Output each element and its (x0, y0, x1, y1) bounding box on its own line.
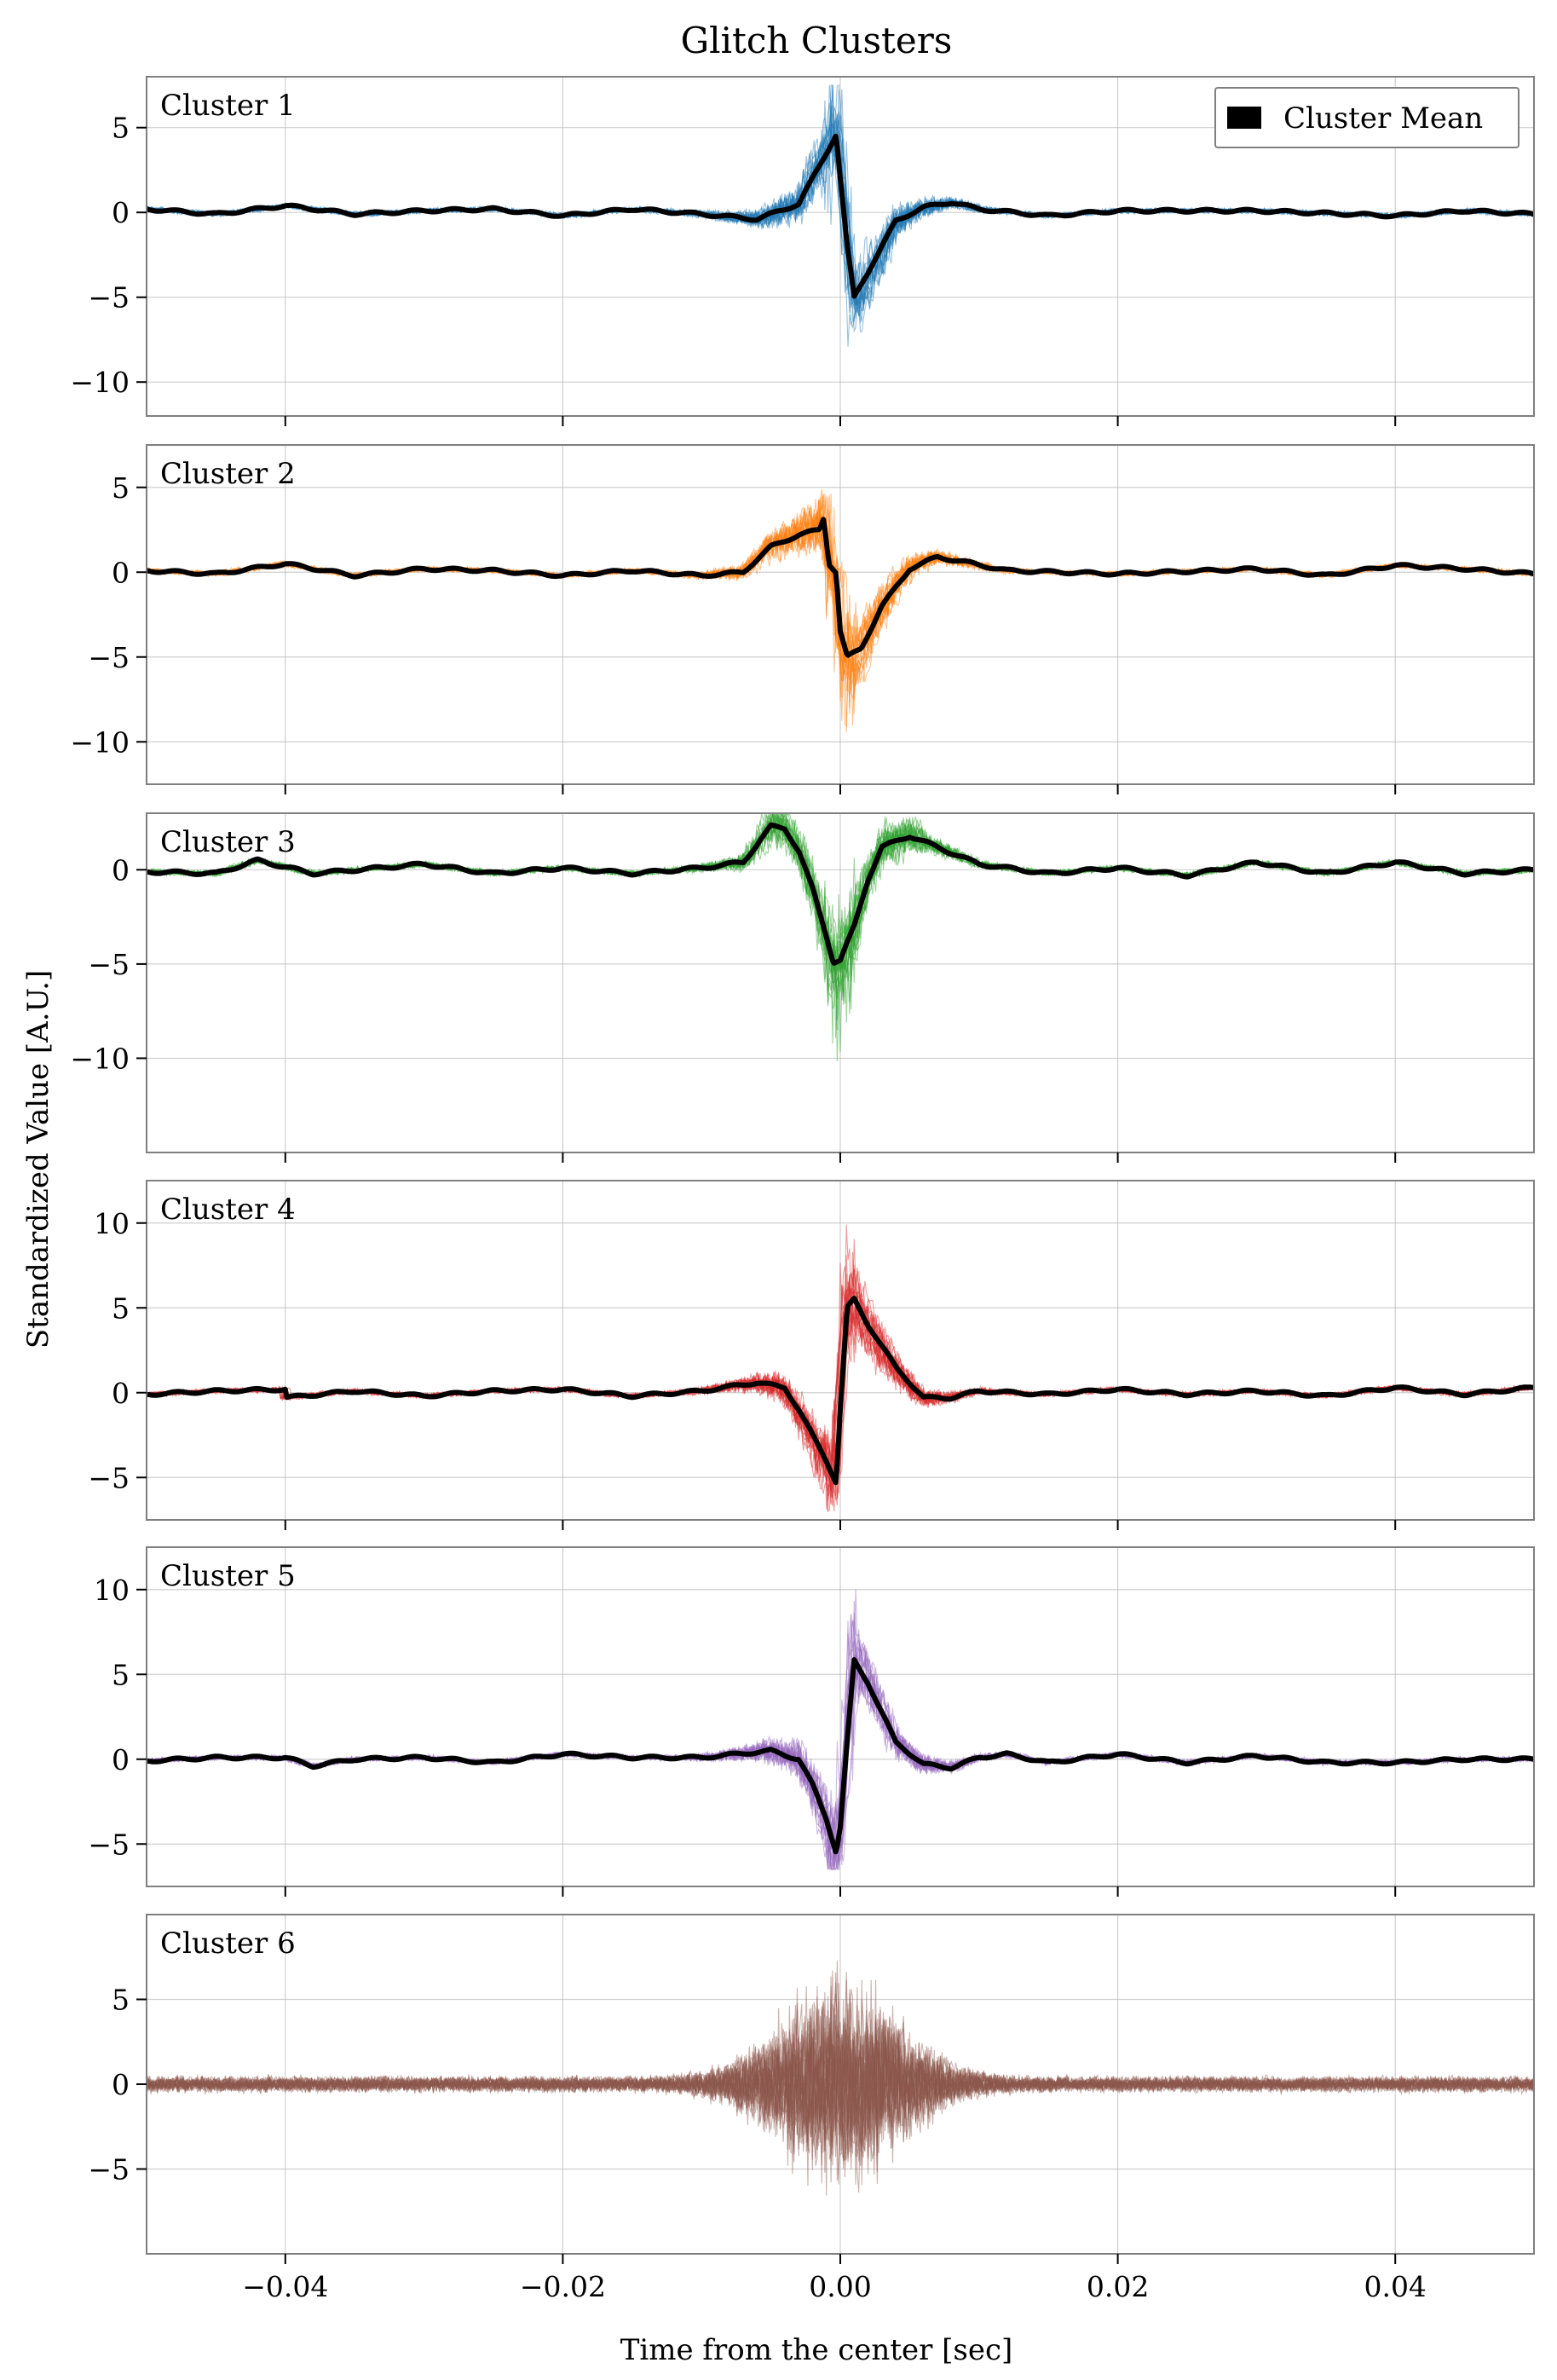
glitch-trace (147, 2002, 1534, 2160)
panel-cluster-6: 5 0 −5 Cluster 6 −0.04 −0.02 0.00 0.02 0.04 (88, 1914, 1535, 2303)
figure-title: Glitch Clusters (681, 20, 953, 61)
x-tick-label: 0.04 (1364, 2270, 1426, 2303)
glitch-trace (147, 1999, 1534, 2178)
glitch-trace (147, 1979, 1534, 2159)
y-tick-label: −10 (70, 725, 130, 759)
y-tick-label: −10 (70, 1042, 130, 1075)
x-tick-label: 0.00 (809, 2270, 871, 2303)
glitch-trace (147, 2007, 1534, 2156)
glitch-trace (147, 819, 1534, 966)
y-tick-label: 0 (112, 2068, 130, 2101)
cluster-mean-line (147, 1657, 1534, 1855)
glitch-trace (147, 2002, 1534, 2196)
panel-cluster-3: 0 −5 −10 Cluster 3 (70, 812, 1535, 1163)
glitch-trace (147, 2018, 1534, 2184)
y-tick-label: 0 (112, 196, 130, 229)
cluster-label: Cluster 5 (160, 1559, 296, 1593)
y-tick-label: 0 (112, 1743, 130, 1776)
y-tick-label: 5 (112, 1658, 130, 1691)
glitch-trace (147, 1988, 1534, 2141)
y-tick-label: −10 (70, 366, 130, 399)
glitch-trace (147, 1961, 1534, 2166)
glitch-trace (147, 1976, 1534, 2146)
y-tick-label: 5 (112, 1291, 130, 1325)
glitch-trace (147, 2008, 1534, 2170)
y-tick-label: 5 (112, 1984, 130, 2017)
glitch-trace (147, 1993, 1534, 2160)
y-tick-label: −5 (88, 1828, 130, 1861)
cluster-mean-line (147, 822, 1534, 966)
glitch-trace (147, 1993, 1534, 2184)
cluster-traces (147, 1961, 1534, 2196)
panel-cluster-5: 10 5 0 −5 Cluster 5 (88, 1546, 1535, 1897)
y-tick-label: 10 (94, 1207, 130, 1240)
cluster-mean-line (147, 1296, 1534, 1486)
cluster-label: Cluster 2 (160, 457, 296, 491)
cluster-mean-line (147, 133, 1534, 299)
x-tick-label: −0.04 (242, 2270, 328, 2303)
glitch-trace (147, 1982, 1534, 2166)
glitch-trace (147, 2005, 1534, 2186)
panel-cluster-1: 5 0 −5 −10 Cluster 1 Cluster Mean (70, 76, 1535, 426)
glitch-trace (147, 1620, 1534, 1870)
glitch-trace (147, 2005, 1534, 2166)
y-tick-label: −5 (88, 281, 130, 315)
y-tick-label: 5 (112, 112, 130, 145)
panel-cluster-2: 5 0 −5 −10 Cluster 2 (70, 444, 1535, 794)
legend-label: Cluster Mean (1283, 101, 1483, 136)
glitch-trace (147, 1970, 1534, 2173)
x-tick-label: 0.02 (1087, 2270, 1149, 2303)
glitch-trace (147, 1979, 1534, 2162)
cluster-traces (147, 1224, 1534, 1513)
glitch-trace (147, 813, 1534, 1023)
x-tick-label: −0.02 (520, 2270, 606, 2303)
y-tick-label: 0 (112, 853, 130, 887)
panel-cluster-4: 10 5 0 −5 Cluster 4 (88, 1180, 1535, 1530)
glitch-trace (147, 2003, 1534, 2193)
y-tick-label: 0 (112, 1377, 130, 1410)
y-tick-label: −5 (88, 2153, 130, 2186)
y-tick-label: 10 (94, 1574, 130, 1607)
glitch-trace (147, 151, 1534, 285)
x-axis-label: Time from the center [sec] (620, 2333, 1013, 2367)
glitch-trace (147, 1972, 1534, 2158)
glitch-trace (147, 1986, 1534, 2169)
glitch-trace (147, 2010, 1534, 2183)
glitch-trace (147, 2007, 1534, 2186)
y-tick-label: −5 (88, 948, 130, 981)
glitch-trace (147, 1986, 1534, 2166)
cluster-label: Cluster 4 (160, 1193, 296, 1227)
y-axis-label: Standardized Value [A.U.] (21, 970, 55, 1349)
y-tick-label: −5 (88, 641, 130, 674)
cluster-label: Cluster 1 (160, 89, 296, 123)
cluster-mean-line (147, 517, 1534, 658)
cluster-label: Cluster 3 (160, 825, 296, 859)
legend-box (1214, 87, 1520, 148)
glitch-trace (147, 1971, 1534, 2185)
glitch-trace (147, 1979, 1534, 2158)
y-tick-label: −5 (88, 1461, 130, 1494)
y-tick-label: 5 (112, 471, 130, 505)
cluster-panels: 5 0 −5 −10 Cluster 1 Cluster Mean 5 0 −5 −10 Clust… (70, 76, 1535, 2303)
cluster-label: Cluster 6 (160, 1927, 296, 1961)
legend: Cluster Mean (1214, 87, 1520, 148)
legend-swatch (1227, 107, 1261, 129)
y-tick-label: 0 (112, 556, 130, 589)
glitch-trace (147, 1979, 1534, 2185)
